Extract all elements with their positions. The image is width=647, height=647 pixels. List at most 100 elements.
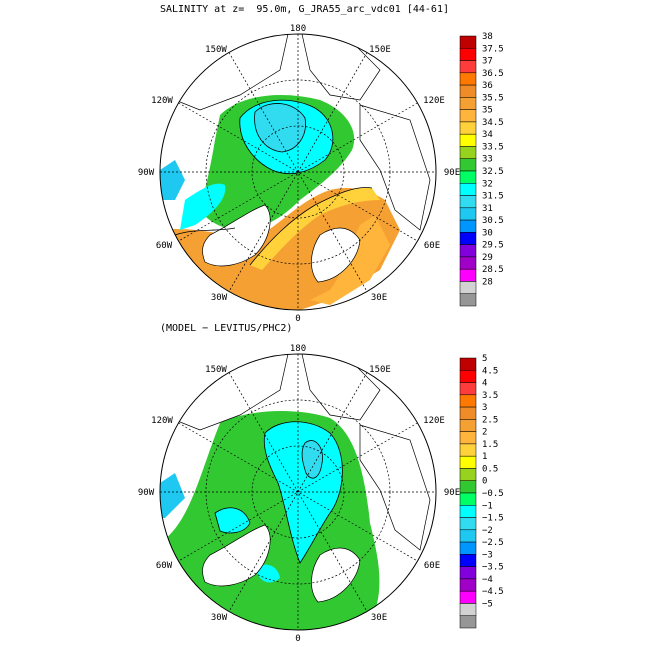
colorbar-label: 4.5: [482, 366, 498, 376]
colorbar-label: 32: [482, 179, 493, 189]
lon-label-90e: 90E: [444, 488, 460, 498]
salinity-map-panel: 180 150E 120E 90E 60E 30E 0 30W 60W 90W …: [138, 24, 504, 323]
longitude-labels: 180 150E 120E 90E 60E 30E 0 30W 60W 90W …: [138, 24, 460, 323]
lon-label-60e: 60E: [424, 561, 440, 571]
lon-label-150e: 150E: [369, 365, 391, 375]
colorbar-label: −1.5: [482, 514, 504, 524]
colorbar-swatch: [459, 207, 477, 221]
colorbar-swatch: [459, 244, 477, 258]
colorbar-label: 35: [482, 106, 493, 116]
colorbar-swatch: [459, 268, 477, 282]
lon-label-60e: 60E: [424, 241, 440, 251]
colorbar-label: 31: [482, 204, 493, 214]
colorbar-label: −5: [482, 599, 493, 609]
colorbar-label: 1: [482, 452, 487, 462]
colorbar-swatch: [459, 370, 477, 383]
colorbar-label: −0.5: [482, 489, 504, 499]
colorbar-label: 38: [482, 32, 493, 42]
colorbar-swatch: [459, 615, 477, 629]
colorbar-swatch: [459, 382, 477, 396]
lon-label-90e: 90E: [444, 168, 460, 178]
colorbar-swatch: [459, 394, 477, 408]
colorbar-swatch: [459, 35, 477, 49]
lon-label-0: 0: [295, 634, 300, 644]
colorbar-label: 3: [482, 403, 487, 413]
colorbar-label: −4: [482, 575, 493, 585]
colorbar-swatch: [459, 419, 477, 432]
colorbar-swatch: [459, 529, 477, 543]
colorbar-swatch: [459, 109, 477, 123]
colorbar-label: 36: [482, 81, 493, 91]
colorbar-swatch: [459, 84, 477, 98]
colorbar-label: 37.5: [482, 44, 504, 54]
colorbar-label: 0.5: [482, 464, 498, 474]
colorbar-swatch: [459, 455, 477, 469]
colorbar-swatch: [459, 121, 477, 135]
colorbar-swatch: [459, 431, 477, 445]
colorbar-label: 4: [482, 379, 487, 389]
lon-label-30w: 30W: [211, 293, 228, 303]
colorbar-label: 37: [482, 57, 493, 67]
lon-label-150w: 150W: [205, 365, 227, 375]
colorbar-swatch: [459, 603, 477, 616]
lon-label-60w: 60W: [156, 561, 173, 571]
colorbar-swatch: [459, 219, 477, 233]
lon-label-150w: 150W: [205, 45, 227, 55]
lon-label-120w: 120W: [151, 96, 173, 106]
colorbar-label: 29.5: [482, 241, 504, 251]
lon-label-120e: 120E: [423, 416, 445, 426]
colorbar-swatch: [459, 468, 477, 481]
colorbar-label: 33: [482, 155, 493, 165]
colorbar-swatch: [459, 195, 477, 209]
difference-field: [160, 354, 436, 630]
colorbar-label: 1.5: [482, 440, 498, 450]
panel-1-title: SALINITY at z= 95.0m, G_JRA55_arc_vdc01 …: [160, 4, 449, 15]
colorbar: 38 37.5 37 36.5 36 35.5 35 34.5 34 33.5 33 32.5 32 31…: [459, 32, 504, 307]
colorbar-label: 34: [482, 130, 493, 140]
colorbar-label: −2.5: [482, 538, 504, 548]
colorbar-swatch: [459, 541, 477, 555]
colorbar-swatch: [459, 232, 477, 245]
colorbar-label: 32.5: [482, 167, 504, 177]
lon-label-60w: 60W: [156, 241, 173, 251]
colorbar-swatch: [459, 183, 477, 196]
colorbar-swatch: [459, 443, 477, 457]
colorbar-swatch: [459, 492, 477, 506]
colorbar-swatch: [459, 256, 477, 270]
graticule: [160, 354, 436, 630]
difference-map-panel: 180 150E 120E 90E 60E 30E 0 30W 60W 90W …: [138, 344, 504, 644]
map-boundary: [159, 353, 437, 631]
colorbar-swatch: [459, 505, 477, 518]
colorbar-label: 2: [482, 428, 487, 438]
lon-label-120w: 120W: [151, 416, 173, 426]
colorbar-swatch: [459, 158, 477, 172]
panel-2-title: (MODEL − LEVITUS/PHC2): [160, 323, 293, 334]
colorbar-label: −1: [482, 501, 493, 511]
colorbar-label: 0: [482, 477, 487, 487]
colorbar-label: 36.5: [482, 69, 504, 79]
colorbar-swatch: [459, 566, 477, 580]
colorbar-swatch: [459, 48, 477, 61]
colorbar-swatch: [459, 480, 477, 494]
colorbar-label: −3.5: [482, 563, 504, 573]
lon-label-150e: 150E: [369, 45, 391, 55]
colorbar-label: −2: [482, 526, 493, 536]
lon-label-90w: 90W: [138, 488, 155, 498]
colorbar-label: 28: [482, 277, 493, 287]
colorbar-swatch: [459, 72, 477, 86]
colorbar-swatch: [459, 406, 477, 420]
colorbar-label: 30: [482, 228, 493, 238]
contour-lines: [174, 99, 373, 266]
colorbar-label: −4.5: [482, 587, 504, 597]
lon-label-0: 0: [295, 314, 300, 323]
lon-label-30e: 30E: [371, 613, 387, 623]
colorbar-swatch: [459, 578, 477, 592]
colorbar-swatch: [459, 97, 477, 110]
colorbar-label: 5: [482, 354, 487, 364]
colorbar-label: 29: [482, 253, 493, 263]
colorbar-swatch: [459, 517, 477, 531]
graticule: [160, 34, 436, 310]
contour-lines: [214, 421, 343, 564]
lon-label-180: 180: [290, 344, 306, 354]
lon-label-90w: 90W: [138, 168, 155, 178]
